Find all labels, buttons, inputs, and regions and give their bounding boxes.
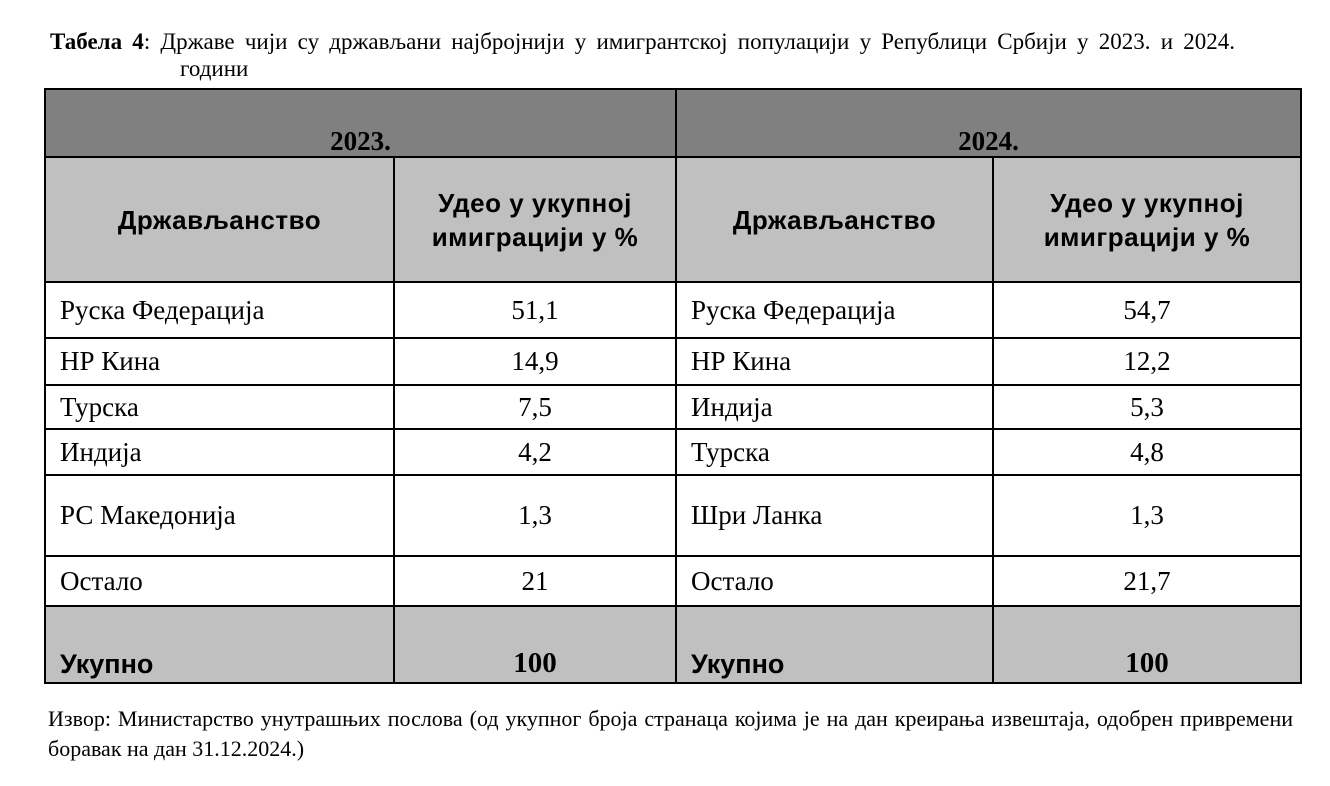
share-cell: 1,3 bbox=[393, 474, 677, 557]
data-row: НР Кина 14,9 НР Кина 12,2 bbox=[44, 337, 1302, 386]
share-cell: 4,2 bbox=[393, 428, 677, 476]
share-cell: 1,3 bbox=[992, 474, 1302, 557]
total-label: Укупно bbox=[44, 605, 395, 684]
share-cell: 21 bbox=[393, 555, 677, 607]
country-cell: Руска Федерација bbox=[44, 281, 395, 339]
source-note: Извор: Министарство унутрашњих послова (… bbox=[48, 706, 1293, 761]
column-header: Удео у укупној имиграцији у % bbox=[992, 156, 1302, 283]
column-header: Држављанство bbox=[44, 156, 395, 283]
total-label: Укупно bbox=[675, 605, 994, 684]
country-cell: НР Кина bbox=[675, 337, 994, 386]
country-cell: Турска bbox=[44, 384, 395, 430]
total-value: 100 bbox=[992, 605, 1302, 684]
year-row: 2023. 2024. bbox=[44, 88, 1302, 158]
country-cell: Остало bbox=[675, 555, 994, 607]
share-cell: 12,2 bbox=[992, 337, 1302, 386]
country-cell: Индија bbox=[44, 428, 395, 476]
share-cell: 14,9 bbox=[393, 337, 677, 386]
country-cell: НР Кина bbox=[44, 337, 395, 386]
share-cell: 4,8 bbox=[992, 428, 1302, 476]
table: 2023. 2024. Држављанство Удео у укупној ими… bbox=[44, 88, 1302, 684]
caption-label: Табела 4 bbox=[50, 29, 144, 54]
column-header-row: Држављанство Удео у укупној имиграцији у … bbox=[44, 156, 1302, 283]
share-cell: 5,3 bbox=[992, 384, 1302, 430]
column-header: Удео у укупној имиграцији у % bbox=[393, 156, 677, 283]
country-cell: РС Македонија bbox=[44, 474, 395, 557]
country-cell: Индија bbox=[675, 384, 994, 430]
table-body: 2023. 2024. Држављанство Удео у укупној ими… bbox=[44, 88, 1302, 684]
year-header: 2023. bbox=[44, 88, 677, 158]
data-row: Руска Федерација 51,1 Руска Федерација 54,7 bbox=[44, 281, 1302, 339]
data-row: Индија 4,2 Турска 4,8 bbox=[44, 428, 1302, 476]
data-row: Остало 21 Остало 21,7 bbox=[44, 555, 1302, 607]
country-cell: Остало bbox=[44, 555, 395, 607]
data-row: РС Македонија 1,3 Шри Ланка 1,3 bbox=[44, 474, 1302, 557]
year-header: 2024. bbox=[675, 88, 1302, 158]
data-row: Турска 7,5 Индија 5,3 bbox=[44, 384, 1302, 430]
total-value: 100 bbox=[393, 605, 677, 684]
share-cell: 7,5 bbox=[393, 384, 677, 430]
caption-text: : Државе чији су држављани најбројнији у… bbox=[143, 29, 1236, 81]
country-cell: Руска Федерација bbox=[675, 281, 994, 339]
caption: Табела 4: Државе чији су држављани најбр… bbox=[50, 28, 1235, 82]
total-row: Укупно 100 Укупно 100 bbox=[44, 605, 1302, 684]
column-header: Држављанство bbox=[675, 156, 994, 283]
share-cell: 21,7 bbox=[992, 555, 1302, 607]
country-cell: Шри Ланка bbox=[675, 474, 994, 557]
country-cell: Турска bbox=[675, 428, 994, 476]
share-cell: 51,1 bbox=[393, 281, 677, 339]
share-cell: 54,7 bbox=[992, 281, 1302, 339]
